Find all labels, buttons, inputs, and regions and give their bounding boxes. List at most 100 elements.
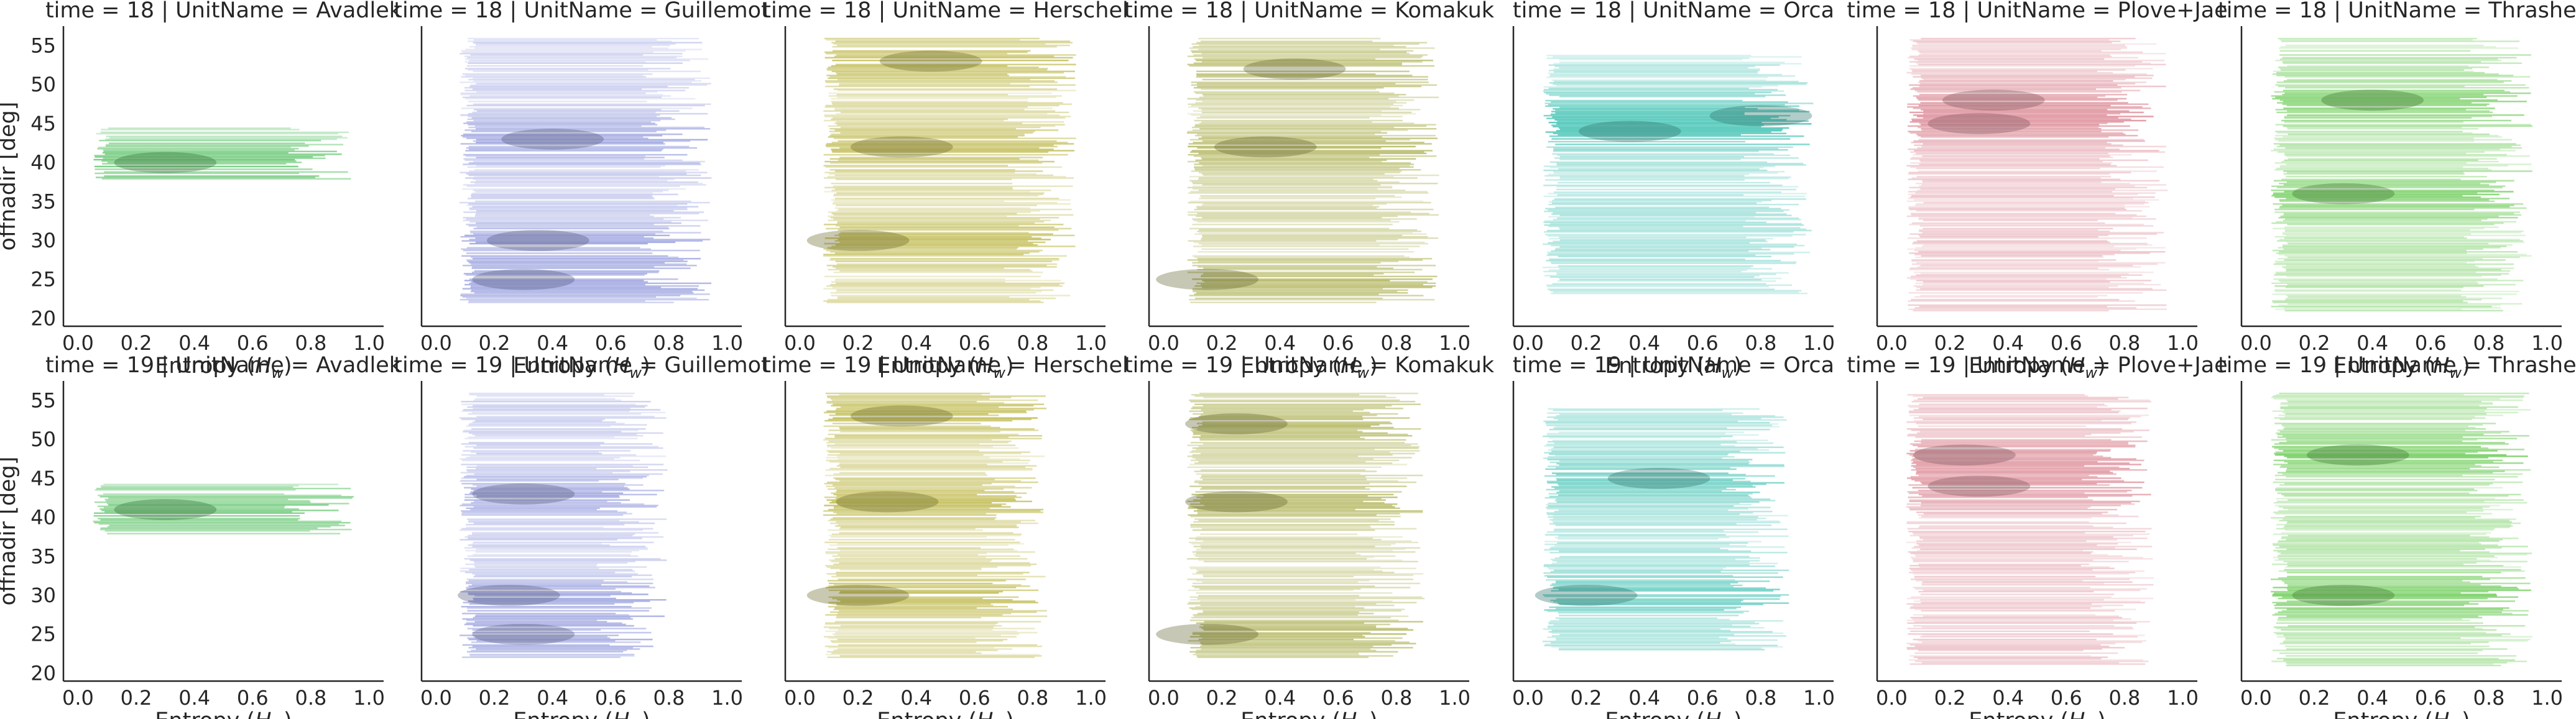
panel-18-herschel: time = 18 | UnitName = Herschel 0.0 0.2 0.4… xyxy=(762,0,1128,382)
x-tick-label: 0.4 xyxy=(2357,331,2388,355)
x-tick-label: 0.2 xyxy=(1206,686,1238,710)
x-tick-label: 0.4 xyxy=(1264,331,1296,355)
x-tick-label: 0.2 xyxy=(1934,686,1966,710)
x-tick-label: 0.4 xyxy=(1264,686,1296,710)
x-tick-label: 0.8 xyxy=(2109,331,2141,355)
y-tick-label: 45 xyxy=(30,112,56,135)
y-tick-label: 50 xyxy=(30,73,56,96)
x-tick-label: 1.0 xyxy=(353,331,385,355)
x-tick-label: 1.0 xyxy=(1439,331,1470,355)
density-mark xyxy=(1542,55,1814,295)
density-mark xyxy=(93,127,351,180)
x-tick-label: 0.0 xyxy=(420,331,452,355)
x-tick-label: 0.8 xyxy=(1017,686,1049,710)
x-tick-label: 0.8 xyxy=(653,686,685,710)
x-tick-label: 0.8 xyxy=(1381,331,1413,355)
x-axis-label: Entropy (Hw) xyxy=(513,354,650,382)
panel-title: time = 19 | UnitName = Thrasher xyxy=(2218,353,2576,378)
panel-19-herschel: time = 19 | UnitName = Herschel 0.0 0.2 0.4… xyxy=(762,353,1128,719)
panel-19-plove-jae: time = 19 | UnitName = Plove+Jae 0.0 0.2 0.… xyxy=(1847,353,2227,719)
x-axis-label: Entropy (Hw) xyxy=(1969,708,2105,719)
density-mark xyxy=(1906,37,2168,312)
density-mark xyxy=(458,392,668,658)
panel-18-guillemot: time = 18 | UnitName = Guillemot 0.0 0.2 0.… xyxy=(394,0,770,382)
x-tick-label: 0.6 xyxy=(1687,686,1719,710)
x-axis-label: Entropy (Hw) xyxy=(1605,708,1742,719)
x-tick-label: 0.8 xyxy=(2473,331,2505,355)
x-tick-label: 0.0 xyxy=(784,331,816,355)
panel-19-guillemot: time = 19 | UnitName = Guillemot 0.0 0.2 0.… xyxy=(394,353,770,719)
x-axis-label: Entropy (Hw) xyxy=(155,354,292,382)
x-tick-label: 0.0 xyxy=(62,331,94,355)
x-tick-label: 0.0 xyxy=(1512,686,1544,710)
y-tick-label: 25 xyxy=(30,268,56,291)
panel-title: time = 19 | UnitName = Plove+Jae xyxy=(1847,353,2227,378)
panel-title: time = 18 | UnitName = Plove+Jae xyxy=(1847,0,2227,23)
x-tick-label: 1.0 xyxy=(353,686,385,710)
x-axis-label: Entropy (Hw) xyxy=(1605,354,1742,382)
x-tick-label: 0.0 xyxy=(2240,686,2272,710)
x-tick-label: 0.0 xyxy=(1148,331,1180,355)
x-tick-label: 0.4 xyxy=(537,331,568,355)
x-tick-label: 0.8 xyxy=(2473,686,2505,710)
x-tick-label: 0.6 xyxy=(595,686,627,710)
y-axis-label: offnadir [deg] xyxy=(0,102,21,251)
density-mark xyxy=(806,37,1076,303)
panel-18-plove-jae: time = 18 | UnitName = Plove+Jae 0.0 0.2 0.… xyxy=(1847,0,2227,382)
panel-title: time = 18 | UnitName = Guillemot xyxy=(394,0,770,23)
panel-18-thrasher: time = 18 | UnitName = Thrasher 0.0 0.2 0.4… xyxy=(2218,0,2576,382)
x-tick-label: 0.8 xyxy=(1745,331,1777,355)
panel-19-avadlek: time = 19 | UnitName = Avadlek 0.0 0.2 0.4 0… xyxy=(0,353,402,719)
y-tick-label: 20 xyxy=(30,306,56,330)
x-tick-label: 0.6 xyxy=(959,331,990,355)
x-tick-label: 1.0 xyxy=(1803,686,1835,710)
x-tick-label: 0.4 xyxy=(1628,331,1660,355)
x-tick-label: 0.8 xyxy=(295,331,327,355)
panel-title: time = 19 | UnitName = Avadlek xyxy=(45,353,402,378)
x-tick-label: 0.4 xyxy=(1992,331,2024,355)
x-tick-label: 0.8 xyxy=(295,686,327,710)
x-tick-label: 0.2 xyxy=(1571,331,1602,355)
x-axis-label: Entropy (Hw) xyxy=(877,354,1013,382)
panel-18-avadlek: time = 18 | UnitName = Avadlek 0.0 0.2 0.4 0… xyxy=(0,0,402,382)
x-tick-label: 0.4 xyxy=(900,686,932,710)
x-tick-label: 0.2 xyxy=(843,686,874,710)
x-tick-label: 1.0 xyxy=(1803,331,1835,355)
y-tick-label: 25 xyxy=(30,623,56,646)
x-tick-label: 0.8 xyxy=(1381,686,1413,710)
y-tick-label: 35 xyxy=(30,190,56,213)
x-tick-label: 0.8 xyxy=(1017,331,1049,355)
x-tick-label: 0.6 xyxy=(237,331,269,355)
x-tick-label: 0.4 xyxy=(1992,686,2024,710)
x-tick-label: 0.6 xyxy=(2415,331,2447,355)
y-tick-label: 50 xyxy=(30,428,56,451)
y-tick-label: 30 xyxy=(30,229,56,252)
panel-title: time = 19 | UnitName = Guillemot xyxy=(394,353,770,378)
x-tick-label: 0.2 xyxy=(121,686,152,710)
x-tick-label: 0.8 xyxy=(1745,686,1777,710)
x-axis-label: Entropy (Hw) xyxy=(1969,354,2105,382)
x-axis-label: Entropy (Hw) xyxy=(513,708,650,719)
panel-title: time = 18 | UnitName = Herschel xyxy=(762,0,1128,23)
x-tick-label: 0.0 xyxy=(784,686,816,710)
x-tick-label: 1.0 xyxy=(2531,686,2563,710)
x-tick-label: 0.6 xyxy=(1687,331,1719,355)
density-mark xyxy=(459,37,712,303)
density-mark xyxy=(1156,392,1425,658)
x-tick-label: 0.8 xyxy=(2109,686,2141,710)
x-tick-label: 0.2 xyxy=(1206,331,1238,355)
density-mark xyxy=(1156,37,1439,303)
x-axis-label: Entropy (Hw) xyxy=(877,708,1013,719)
panel-title: time = 18 | UnitName = Avadlek xyxy=(45,0,402,23)
x-tick-label: 0.6 xyxy=(959,686,990,710)
x-tick-label: 0.6 xyxy=(1323,686,1354,710)
x-tick-label: 0.2 xyxy=(843,331,874,355)
x-tick-label: 0.4 xyxy=(2357,686,2388,710)
x-tick-label: 0.4 xyxy=(178,331,210,355)
y-tick-label: 20 xyxy=(30,661,56,685)
panel-19-thrasher: time = 19 | UnitName = Thrasher 0.0 0.2 0.4… xyxy=(2218,353,2576,719)
x-tick-label: 0.8 xyxy=(653,331,685,355)
x-tick-label: 0.4 xyxy=(1628,686,1660,710)
panel-18-orca: time = 18 | UnitName = Orca 0.0 0.2 0.4 0.6 0… xyxy=(1512,0,1835,382)
